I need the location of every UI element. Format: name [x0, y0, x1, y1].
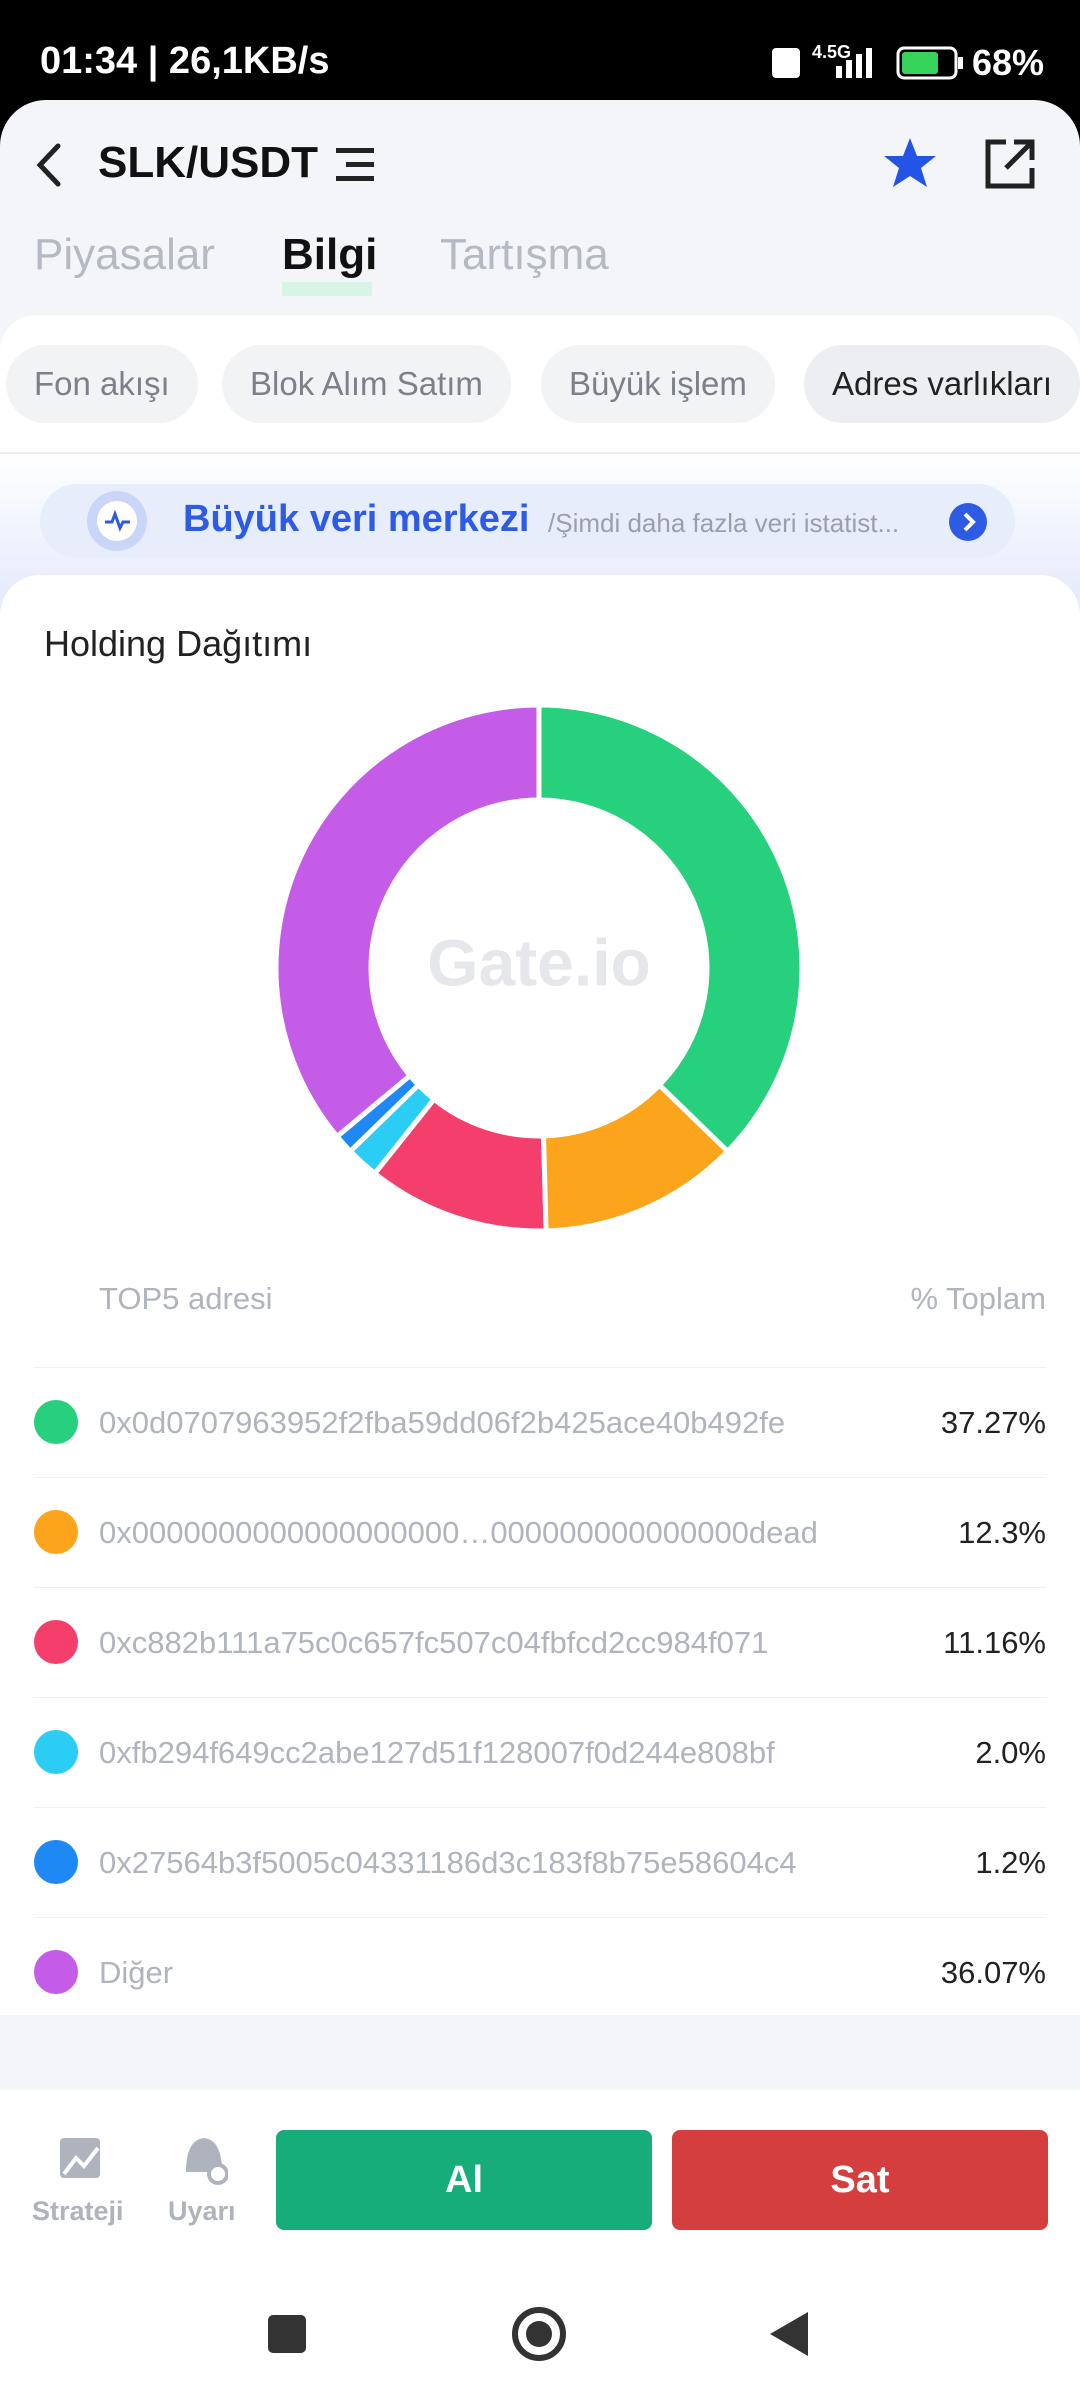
- banner[interactable]: [40, 484, 1015, 558]
- app: SLK/USDT Piyasalar Bilgi Tartışma Fon ak…: [0, 100, 1080, 2400]
- chip[interactable]: Büyük işlem: [541, 345, 775, 423]
- chip[interactable]: Blok Alım Satım: [222, 345, 511, 423]
- back-button[interactable]: [30, 140, 70, 190]
- nav-bar: [268, 2307, 808, 2361]
- menu-icon[interactable]: [334, 144, 378, 184]
- share-button[interactable]: [980, 134, 1040, 194]
- holder-address: 0x0d0707963952f2fba59dd06f2b425ace40b492…: [99, 1405, 786, 1440]
- alert-label[interactable]: Uyarı: [168, 2196, 236, 2226]
- row-divider: [34, 1917, 1046, 1918]
- watermark: Gate.io: [427, 925, 651, 999]
- legend-dot: [34, 1620, 78, 1664]
- banner-icon: [87, 491, 147, 551]
- holder-address: 0xfb294f649cc2abe127d51f128007f0d244e808…: [99, 1735, 775, 1770]
- holder-address: 0x27564b3f5005c04331186d3c183f8b75e58604…: [99, 1845, 797, 1880]
- status-bar: 01:34 | 26,1KB/s 4.5G 68%: [0, 0, 1080, 110]
- battery-level: 68%: [972, 42, 1045, 83]
- strategy-label[interactable]: Strateji: [32, 2196, 124, 2226]
- banner-arrow-icon[interactable]: [948, 502, 988, 542]
- signal-icons: [772, 48, 872, 78]
- nav-back[interactable]: [770, 2312, 808, 2356]
- tab-active[interactable]: Bilgi: [282, 230, 378, 279]
- sell-button[interactable]: Sat: [672, 2130, 1048, 2230]
- holder-share: 1.2%: [975, 1845, 1046, 1880]
- pair-title[interactable]: SLK/USDT: [98, 138, 318, 187]
- holding-card: Holding Dağıtımı Gate.io TOP5 adresi % T…: [0, 575, 1080, 2035]
- donut-slice: [540, 1081, 732, 1234]
- row-divider: [34, 1367, 1046, 1368]
- donut-chart: Gate.io: [273, 702, 805, 1234]
- row-divider: [34, 1807, 1046, 1808]
- network: 4.5G: [812, 42, 852, 62]
- buy-button[interactable]: Al: [276, 2130, 652, 2230]
- nav-home-dot: [526, 2321, 552, 2347]
- row-divider: [34, 1587, 1046, 1588]
- donut-slice: [536, 702, 805, 1155]
- banner-subtitle: /Şimdi daha fazla veri istatist...: [548, 508, 900, 538]
- status-time: 01:34 | 26,1KB/s: [40, 40, 330, 82]
- row-divider: [34, 1477, 1046, 1478]
- tab-indicator: [282, 282, 372, 296]
- holder-share: 36.07%: [940, 1955, 1046, 1990]
- column-header: % Toplam: [910, 1281, 1046, 1316]
- holder-share: 11.16%: [943, 1625, 1046, 1660]
- holder-address: 0xc882b111a75c0c657fc507c04fbfcd2cc984f0…: [99, 1625, 769, 1660]
- legend-dot: [34, 1950, 78, 1994]
- nav-recent[interactable]: [268, 2315, 306, 2353]
- donut-slice: [273, 702, 542, 1141]
- holder-share: 12.3%: [958, 1515, 1046, 1550]
- tab[interactable]: Tartışma: [440, 230, 609, 279]
- legend-dot: [34, 1400, 78, 1444]
- chart-title: Holding Dağıtımı: [44, 623, 313, 664]
- donut-slice: [371, 1095, 549, 1234]
- section-gap: [0, 2015, 1080, 2035]
- battery-icon: [896, 46, 963, 80]
- banner-title: Büyük veri merkezi: [183, 498, 530, 540]
- nav-home[interactable]: [512, 2307, 566, 2361]
- legend-dot: [34, 1840, 78, 1884]
- favorite-star[interactable]: [880, 134, 940, 194]
- holder-address: 0x0000000000000000000…000000000000000dea…: [99, 1515, 818, 1550]
- legend-dot: [34, 1730, 78, 1774]
- legend-dot: [34, 1510, 78, 1554]
- holder-address: Diğer: [99, 1955, 174, 1990]
- holder-share: 37.27%: [940, 1405, 1046, 1440]
- tab[interactable]: Piyasalar: [34, 230, 215, 279]
- column-header: TOP5 adresi: [99, 1281, 273, 1316]
- holder-share: 2.0%: [975, 1735, 1046, 1770]
- chip-active[interactable]: Adres varlıkları: [804, 345, 1080, 423]
- divider: [0, 452, 1080, 454]
- chip[interactable]: Fon akışı: [6, 345, 198, 423]
- alert-icon[interactable]: [178, 2132, 228, 2186]
- strategy-icon[interactable]: [56, 2134, 106, 2184]
- row-divider: [34, 1697, 1046, 1698]
